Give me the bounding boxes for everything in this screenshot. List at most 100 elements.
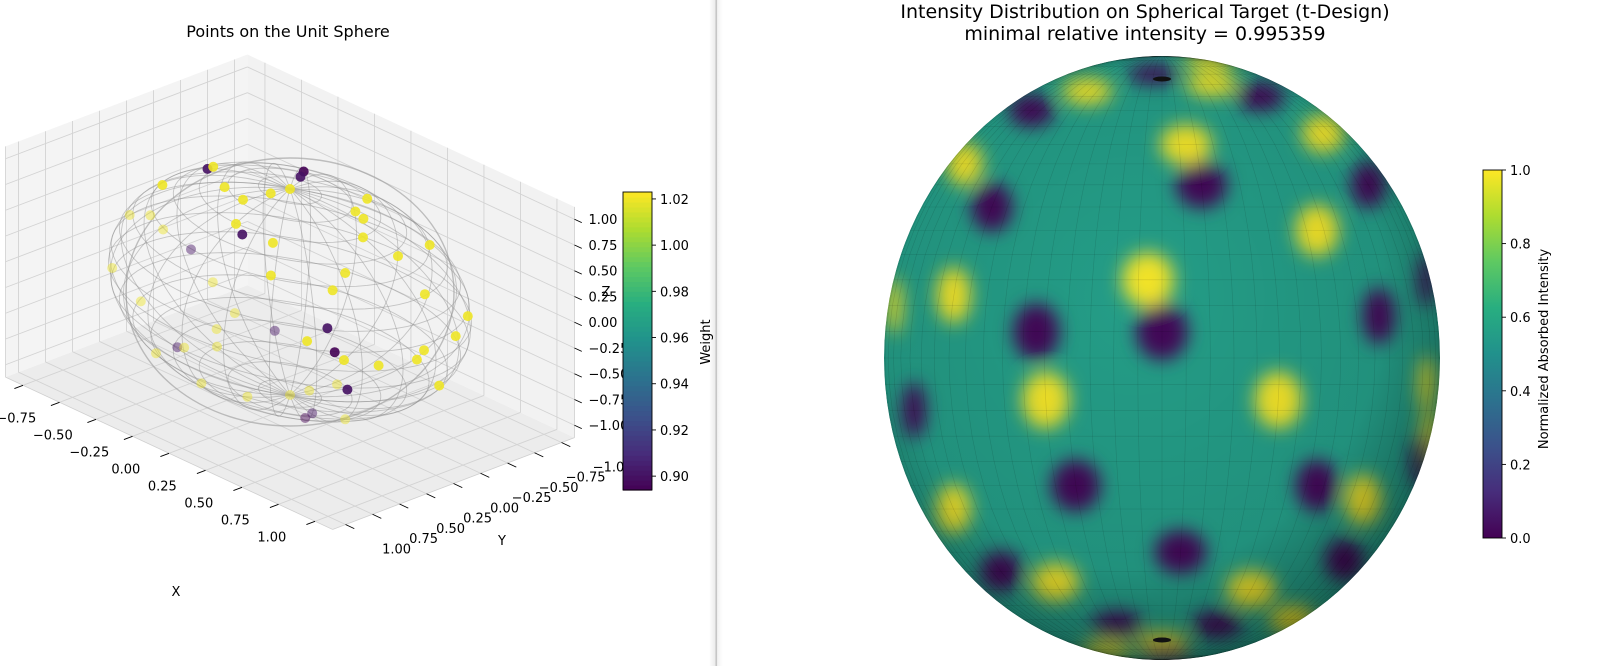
colorbar-segment [623, 470, 652, 476]
sphere-meridian [217, 161, 291, 396]
sphere-latitude [198, 341, 382, 422]
sphere-meridian [223, 188, 291, 411]
data-point [135, 296, 146, 307]
y-tick [453, 483, 463, 489]
sphere-meridian [147, 188, 291, 398]
z-tick [574, 424, 582, 430]
data-point [172, 342, 183, 353]
data-point [419, 289, 430, 300]
colorbar-segment [623, 211, 652, 218]
colorbar-segment [623, 306, 652, 312]
data-point [327, 285, 338, 296]
z-tick [574, 270, 582, 275]
data-point [419, 345, 429, 356]
intensity-colorbar-tick-label: 0.0 [1510, 532, 1531, 547]
z-tick-label: 1.00 [589, 213, 618, 228]
data-point [362, 193, 373, 204]
colorbar-tick-label: 1.00 [660, 239, 689, 254]
colorbar-segment [623, 201, 652, 208]
x-axis-label: X [172, 585, 181, 600]
x-tick [196, 469, 206, 474]
right-figure: Intensity Distribution on Spherical Targ… [716, 0, 1601, 666]
colorbar-segment [623, 485, 652, 491]
x-tick-label: 0.00 [111, 463, 140, 478]
x-tick-label: 0.25 [148, 480, 177, 495]
data-point [186, 244, 196, 255]
colorbar-tick-label: 0.94 [660, 378, 689, 393]
x-tick [50, 401, 60, 406]
sphere-latitude [258, 176, 322, 205]
data-point [373, 360, 384, 371]
north-pole-mark [1153, 76, 1171, 82]
data-point [322, 323, 333, 334]
axes-panes [5, 54, 575, 530]
sphere-meridian [109, 181, 291, 396]
colorbar-segment [623, 281, 652, 287]
sphere-latitude [258, 379, 322, 408]
colorbar-segment [623, 475, 652, 481]
colorbar-segment [623, 291, 652, 297]
z-tick [574, 218, 582, 224]
y-tick-label: 0.75 [409, 532, 438, 547]
y-tick [426, 493, 436, 499]
z-tick [574, 321, 582, 327]
data-point [285, 184, 295, 194]
data-point [340, 414, 351, 425]
data-point [211, 324, 222, 335]
intensity-colorbar-frame [1482, 169, 1503, 539]
data-point [237, 229, 248, 240]
y-tick-label: 1.00 [382, 542, 411, 557]
floor-grid-line [314, 429, 558, 522]
data-point [208, 161, 219, 172]
floor-grid-line [18, 371, 346, 525]
intensity-sphere-plot: Intensity Distribution on Spherical Targ… [884, 1, 1552, 660]
sphere-meridian [289, 188, 457, 396]
intensity-colorbar-tick-label: 0.6 [1510, 311, 1531, 326]
colorbar-segment [623, 326, 652, 332]
colorbar-segment [623, 345, 652, 352]
panel-divider[interactable] [709, 0, 723, 666]
colorbar-segment [623, 216, 652, 223]
y-tick [345, 524, 355, 530]
data-point [231, 218, 241, 229]
x-tick-label: 0.75 [221, 514, 250, 529]
z-tick-label: −1.00 [589, 419, 629, 434]
south-pole-mark [1153, 637, 1171, 643]
y-tick [399, 503, 409, 509]
colorbar-segment [623, 296, 652, 302]
data-point [179, 342, 190, 353]
scatter3d-plot: Points on the Unit Sphere −1.00−1.00−1.0… [0, 22, 714, 600]
z-axis-label: Z [602, 285, 611, 300]
colorbar-segment [623, 365, 652, 372]
colorbar-segment [623, 455, 652, 461]
colorbar-segment [623, 316, 652, 322]
colorbar-segment [623, 286, 652, 292]
sphere-latitude [110, 195, 470, 353]
unit-sphere-wireframe [108, 157, 472, 427]
sphere-meridian [176, 163, 291, 396]
intensity-colorbar-tick-label: 0.4 [1510, 385, 1531, 400]
colorbar-tick-label: 1.02 [660, 193, 689, 208]
y-axis-label: Y [497, 534, 506, 549]
sphere-meridian [289, 188, 471, 403]
colorbar-segment [623, 395, 652, 402]
y-tick-label: 0.25 [463, 512, 492, 527]
sphere-meridian [289, 186, 433, 396]
intensity-colorbar-tick-label: 1.0 [1510, 164, 1531, 179]
colorbar-segment [623, 440, 652, 446]
z-tick [574, 347, 582, 352]
data-point [350, 206, 361, 217]
x-tick [160, 452, 170, 457]
sphere-latitude [118, 252, 462, 403]
z-tick-label: −0.75 [589, 394, 629, 409]
y-tick-label: 0.00 [490, 501, 519, 516]
left-chart-title: Points on the Unit Sphere [186, 22, 390, 41]
x-tick [87, 418, 97, 423]
sphere-meridian [262, 162, 291, 396]
y-tick-label: −0.75 [566, 471, 606, 486]
data-point [424, 240, 435, 250]
left-grid-line [5, 92, 248, 185]
colorbar-segment [623, 350, 652, 357]
data-point [267, 237, 278, 248]
colorbar-segment [623, 192, 652, 198]
